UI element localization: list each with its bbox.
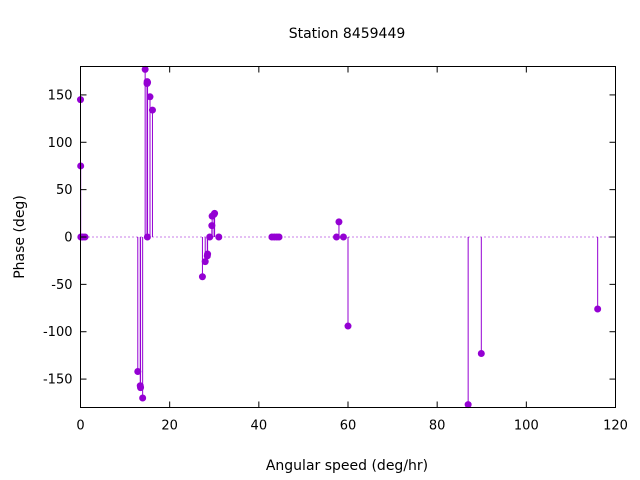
data-point	[339, 233, 347, 241]
data-point	[206, 233, 214, 241]
y-tick-label: 50	[56, 183, 73, 198]
data-point	[201, 258, 209, 266]
x-tick-label: 0	[76, 419, 84, 434]
x-tick-label: 80	[429, 419, 446, 434]
data-point	[208, 222, 216, 230]
y-tick-label: 100	[48, 136, 73, 151]
y-tick-label: 150	[48, 88, 73, 103]
x-tick-label: 20	[161, 419, 178, 434]
data-point	[144, 79, 152, 87]
y-tick-label: -150	[43, 373, 73, 388]
data-point	[332, 233, 340, 241]
x-tick-label: 60	[340, 419, 357, 434]
data-point	[137, 384, 145, 392]
data-point	[139, 394, 147, 402]
y-tick-label: 0	[64, 231, 72, 246]
data-point	[344, 322, 352, 330]
data-point	[215, 233, 223, 241]
x-tick-label: 120	[603, 419, 628, 434]
data-point	[204, 250, 212, 258]
y-axis-label: Phase (deg)	[12, 195, 28, 279]
data-point	[134, 368, 142, 376]
data-point	[275, 233, 283, 241]
x-axis-label: Angular speed (deg/hr)	[266, 458, 428, 474]
chart-title: Station 8459449	[289, 26, 406, 42]
data-point	[464, 401, 472, 409]
data-point	[335, 218, 343, 226]
data-point	[594, 305, 602, 313]
data-point	[477, 350, 485, 358]
y-tick-label: -50	[51, 278, 72, 293]
x-tick-label: 100	[514, 419, 539, 434]
data-point	[211, 209, 219, 217]
data-point	[141, 65, 149, 73]
data-point	[146, 93, 154, 101]
data-point	[143, 233, 151, 241]
data-point	[148, 106, 156, 114]
y-tick-label: -100	[43, 325, 73, 340]
x-tick-label: 40	[251, 419, 268, 434]
data-point	[198, 273, 206, 281]
